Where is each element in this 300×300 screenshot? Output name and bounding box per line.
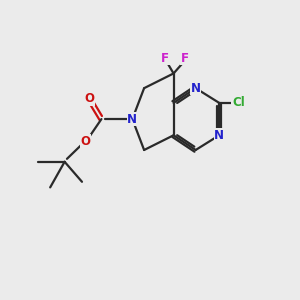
- Text: O: O: [80, 135, 90, 148]
- Text: F: F: [161, 52, 169, 64]
- Text: F: F: [181, 52, 189, 64]
- Text: N: N: [190, 82, 201, 95]
- Text: N: N: [127, 112, 137, 126]
- Text: O: O: [85, 92, 94, 105]
- Text: N: N: [214, 129, 224, 142]
- Text: Cl: Cl: [232, 96, 245, 110]
